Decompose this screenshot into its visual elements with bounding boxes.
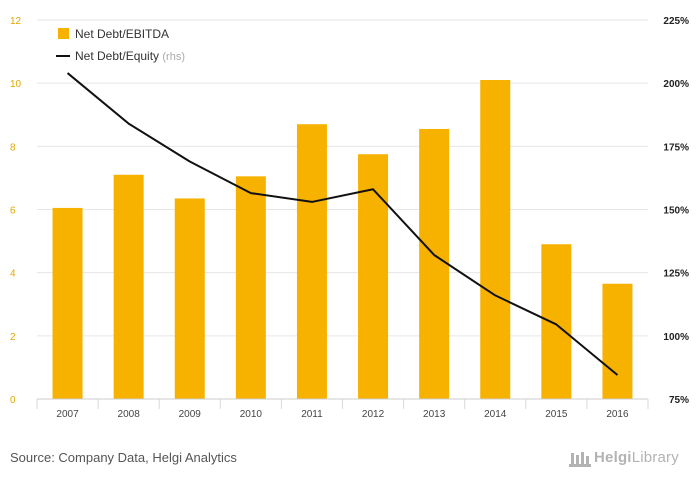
bar (480, 80, 511, 399)
bar (296, 124, 327, 399)
y2-tick-label: 150% (663, 206, 689, 217)
x-tick-label: 2016 (606, 409, 629, 420)
axes: 0 2 4 6 8 10 12 75% 100% 125% 150% 175% 200% 225% 2007… (10, 16, 689, 420)
x-tick-label: 2011 (301, 409, 323, 420)
brand-logo: HelgiLibrary (568, 446, 694, 472)
y2-tick-label: 225% (663, 16, 689, 27)
x-tick-label: 2012 (362, 409, 385, 420)
y2-tick-label: 75% (669, 395, 689, 406)
x-tick-label: 2008 (118, 409, 141, 420)
bar-series (52, 80, 633, 399)
bar (235, 176, 266, 399)
x-tick-label: 2007 (56, 409, 79, 420)
x-tick-label: 2010 (240, 409, 263, 420)
bar (113, 174, 144, 399)
bar (358, 154, 389, 399)
brand-name: HelgiLibrary (594, 449, 679, 466)
source-note: Source: Company Data, Helgi Analytics (10, 450, 237, 465)
bar (541, 244, 572, 399)
y-tick-label: 12 (10, 16, 22, 27)
legend-swatch-bar (58, 28, 69, 39)
legend: Net Debt/EBITDA Net Debt/Equity (rhs) (56, 27, 185, 63)
y-tick-label: 6 (10, 206, 16, 217)
y2-tick-label: 175% (663, 142, 689, 153)
legend-rhs-note: (rhs) (162, 51, 185, 63)
bar (52, 207, 83, 399)
legend-label: Net Debt/Equity (rhs) (75, 49, 185, 63)
y-tick-label: 0 (10, 395, 16, 406)
y2-tick-label: 125% (663, 269, 689, 280)
y-tick-label: 2 (10, 332, 16, 343)
x-tick-label: 2014 (484, 409, 507, 420)
bar (602, 283, 633, 399)
library-icon (569, 452, 591, 467)
y2-tick-label: 200% (663, 79, 689, 90)
chart-canvas: 0 2 4 6 8 10 12 75% 100% 125% 150% 175% 200% 225% 2007… (10, 16, 689, 420)
y-tick-label: 4 (10, 269, 16, 280)
y-tick-label: 8 (10, 142, 16, 153)
series-line (66, 72, 619, 376)
bar (174, 198, 205, 399)
legend-label: Net Debt/EBITDA (75, 27, 169, 41)
y-tick-label: 10 (10, 79, 22, 90)
x-tick-label: 2009 (179, 409, 202, 420)
x-tick-label: 2015 (545, 409, 568, 420)
y2-tick-label: 100% (663, 332, 689, 343)
line-series (66, 72, 619, 376)
x-tick-label: 2013 (423, 409, 446, 420)
bar (419, 128, 450, 399)
